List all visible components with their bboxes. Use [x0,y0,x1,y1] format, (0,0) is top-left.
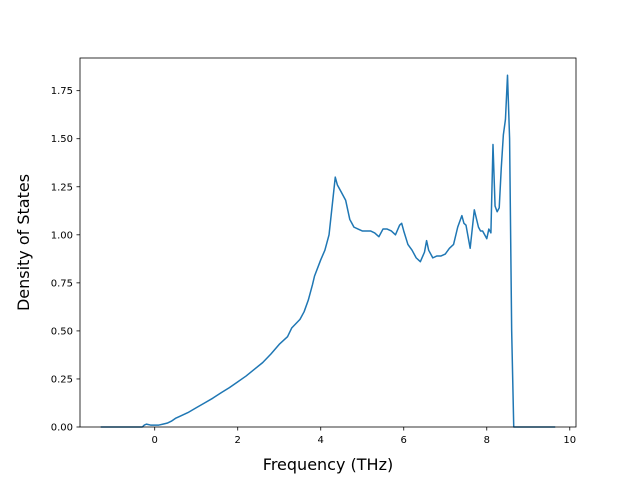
plot-layer [100,74,556,428]
y-tick-label: 1.00 [51,230,73,241]
x-tick-label: 2 [235,435,241,446]
axes-frame [79,57,577,428]
x-axis-label: Frequency (THz) [263,455,393,474]
y-tick-label: 1.25 [51,182,73,193]
y-axis: 0.00 0.25 0.50 0.75 1.00 1.25 1.50 1.75 [51,86,80,434]
y-axis-label: Density of States [14,174,33,311]
x-tick-label: 8 [484,435,490,446]
y-tick-label: 0.75 [51,278,73,289]
dos-series-line [100,74,556,428]
x-tick-label: 10 [563,435,576,446]
y-tick-label: 1.50 [51,134,73,145]
y-tick-label: 0.25 [51,374,73,385]
x-tick-label: 0 [152,435,158,446]
y-tick-label: 0.00 [51,423,73,434]
x-tick-label: 4 [318,435,324,446]
x-axis: 0 2 4 6 8 10 [152,427,576,446]
y-tick-label: 1.75 [51,86,73,97]
y-tick-label: 0.50 [51,326,73,337]
x-tick-label: 6 [401,435,407,446]
